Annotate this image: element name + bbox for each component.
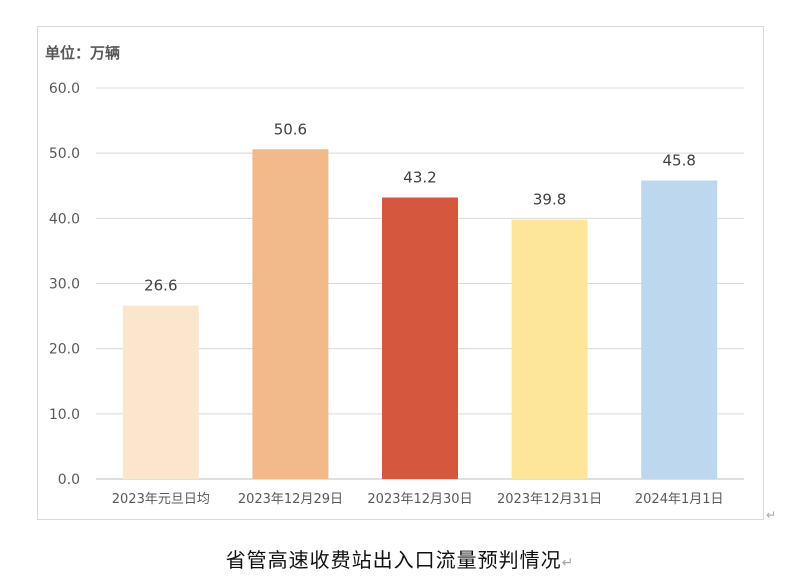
data-label: 45.8 — [662, 152, 695, 170]
y-tick-label: 40.0 — [49, 211, 80, 227]
bar — [382, 197, 458, 480]
data-label: 26.6 — [144, 277, 177, 295]
paragraph-mark: ↵ — [561, 555, 575, 571]
y-tick-label: 60.0 — [49, 81, 80, 97]
data-label: 39.8 — [533, 191, 566, 209]
y-tick-label: 20.0 — [49, 342, 80, 358]
x-tick-label: 2023年元旦日均 — [112, 492, 210, 507]
y-tick-label: 50.0 — [49, 146, 80, 162]
bar — [641, 180, 718, 479]
unit-label: 单位：万辆 — [45, 44, 121, 62]
x-tick-label: 2023年12月31日 — [497, 492, 602, 507]
bar — [122, 305, 199, 479]
x-tick-label: 2024年1月1日 — [635, 492, 724, 507]
bar — [252, 149, 329, 480]
data-label: 50.6 — [274, 120, 307, 138]
bar — [511, 219, 588, 480]
figure-caption: 省管高速收费站出入口流量预判情况↵ — [0, 544, 800, 573]
x-tick-label: 2023年12月29日 — [238, 492, 343, 507]
paragraph-mark: ↵ — [766, 508, 777, 522]
x-tick-label: 2023年12月30日 — [367, 492, 472, 507]
y-tick-label: 0.0 — [58, 472, 80, 488]
data-label: 43.2 — [403, 168, 436, 186]
y-tick-label: 30.0 — [49, 277, 80, 293]
y-tick-label: 10.0 — [49, 407, 80, 423]
caption-text: 省管高速收费站出入口流量预判情况 — [225, 548, 562, 572]
